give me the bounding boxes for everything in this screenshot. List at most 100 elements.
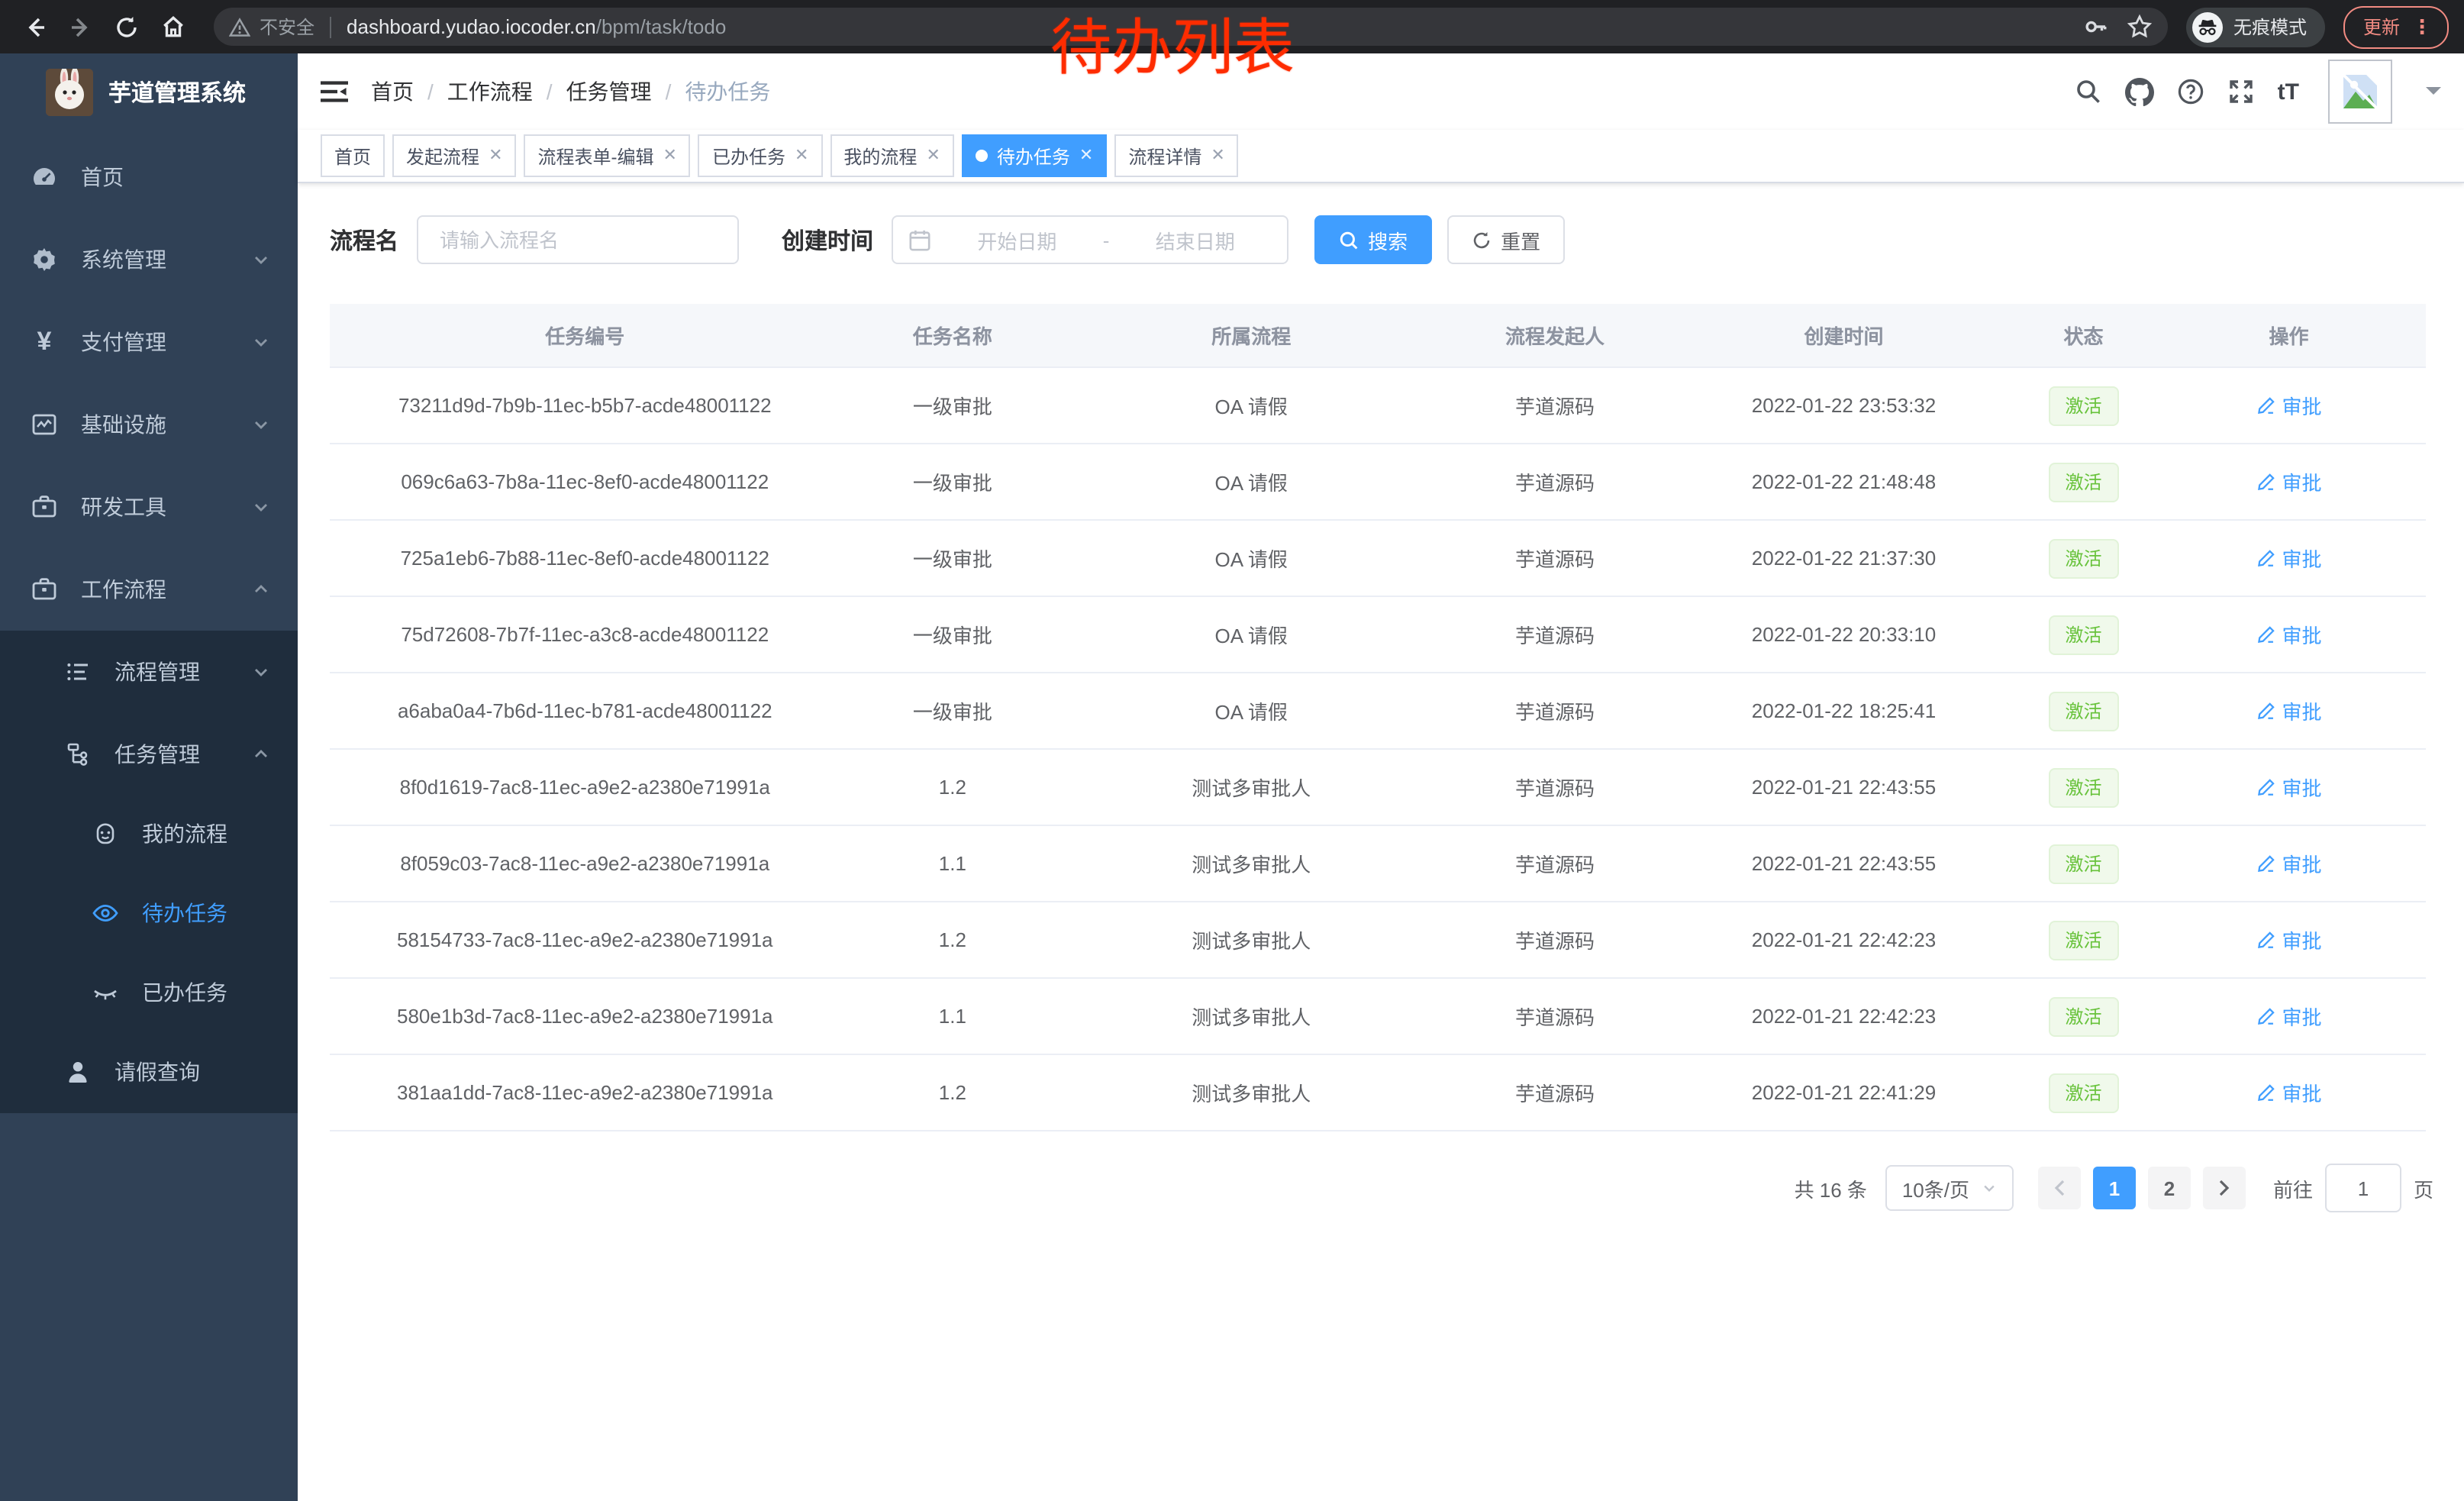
page-button-1[interactable]: 1 xyxy=(2092,1167,2136,1209)
fullscreen-icon[interactable] xyxy=(2227,78,2255,105)
tab-todo-tasks[interactable]: 待办任务 ✕ xyxy=(961,134,1108,177)
avatar[interactable] xyxy=(2328,60,2392,124)
tab-my-process[interactable]: 我的流程 ✕ xyxy=(830,134,954,177)
reload-icon[interactable] xyxy=(107,7,147,47)
tab-done-tasks[interactable]: 已办任务 ✕ xyxy=(698,134,823,177)
help-icon[interactable] xyxy=(2177,78,2204,105)
edit-icon xyxy=(2257,855,2275,872)
sidebar-item-devtools[interactable]: 研发工具 xyxy=(0,466,298,548)
cell-id: 73211d9d-7b9b-11ec-b5b7-acde48001122 xyxy=(398,394,772,417)
sidebar-item-workflow[interactable]: 工作流程 xyxy=(0,548,298,631)
cell-process: 测试多审批人 xyxy=(1192,930,1311,953)
chevron-down-icon xyxy=(1984,1185,1995,1192)
main-area: 首页 / 工作流程 / 任务管理 / 待办任务 tT xyxy=(298,53,2464,1501)
sidebar-item-leave-query[interactable]: 请假查询 xyxy=(0,1031,298,1113)
tab-start-process[interactable]: 发起流程 ✕ xyxy=(392,134,517,177)
date-range-picker[interactable]: 开始日期 - 结束日期 xyxy=(892,215,1289,264)
close-icon[interactable]: ✕ xyxy=(926,146,940,164)
cell-id: a6aba0a4-7b6d-11ec-b781-acde48001122 xyxy=(397,699,772,722)
prev-page-button[interactable] xyxy=(2037,1167,2081,1209)
cell-id: 58154733-7ac8-11ec-a9e2-a2380e71991a xyxy=(397,928,773,951)
close-icon[interactable]: ✕ xyxy=(489,146,503,164)
back-icon[interactable] xyxy=(15,7,55,47)
cell-name: 1.2 xyxy=(938,928,966,951)
next-page-button[interactable] xyxy=(2202,1167,2246,1209)
approve-link[interactable]: 审批 xyxy=(2256,467,2321,496)
github-icon[interactable] xyxy=(2124,77,2154,106)
cell-created: 2022-01-21 22:42:23 xyxy=(1751,928,1937,951)
tab-process-detail[interactable]: 流程详情 ✕ xyxy=(1114,134,1239,177)
workflow-submenu: 流程管理 任务管理 我的流程 待办任务 xyxy=(0,631,298,1113)
close-icon[interactable]: ✕ xyxy=(1211,146,1225,164)
start-date-placeholder[interactable]: 开始日期 xyxy=(977,230,1057,253)
approve-link[interactable]: 审批 xyxy=(2256,696,2321,725)
incognito-badge: 无痕模式 xyxy=(2185,7,2325,47)
forward-icon[interactable] xyxy=(61,7,101,47)
approve-link[interactable]: 审批 xyxy=(2256,620,2321,649)
search-button[interactable]: 搜索 xyxy=(1314,215,1433,264)
caret-down-icon[interactable] xyxy=(2424,86,2443,98)
create-time-label: 创建时间 xyxy=(782,228,874,254)
sidebar: 芋道管理系统 首页 系统管理 ¥ 支付管理 xyxy=(0,53,298,1501)
cell-process: 测试多审批人 xyxy=(1192,854,1311,876)
not-secure-warning-icon xyxy=(229,17,250,36)
approve-link[interactable]: 审批 xyxy=(2256,849,2321,878)
tab-process-form-edit[interactable]: 流程表单-编辑 ✕ xyxy=(524,134,691,177)
process-name-input[interactable] xyxy=(417,215,740,264)
table-row: 58154733-7ac8-11ec-a9e2-a2380e71991a 1.2 测… xyxy=(330,902,2426,979)
sidebar-item-todo-tasks[interactable]: 待办任务 xyxy=(0,872,298,954)
cell-starter: 芋道源码 xyxy=(1515,701,1595,724)
cell-starter: 芋道源码 xyxy=(1515,777,1595,800)
sidebar-item-process-mgmt[interactable]: 流程管理 xyxy=(0,631,298,713)
close-icon[interactable]: ✕ xyxy=(663,146,677,164)
sidebar-item-infra[interactable]: 基础设施 xyxy=(0,383,298,466)
home-icon[interactable] xyxy=(153,7,192,47)
reset-button[interactable]: 重置 xyxy=(1447,215,1566,264)
toolbox-icon xyxy=(32,495,56,518)
font-size-icon[interactable]: tT xyxy=(2277,79,2299,105)
breadcrumb-home[interactable]: 首页 xyxy=(371,79,414,104)
sidebar-item-done-tasks[interactable]: 已办任务 xyxy=(0,954,298,1031)
sidebar-item-system[interactable]: 系统管理 xyxy=(0,218,298,301)
list-icon xyxy=(67,663,88,680)
approve-link[interactable]: 审批 xyxy=(2256,925,2321,954)
approve-link[interactable]: 审批 xyxy=(2256,773,2321,802)
page-button-2[interactable]: 2 xyxy=(2147,1167,2191,1209)
collapse-sidebar-icon[interactable] xyxy=(319,76,350,107)
table-header-row: 任务编号 任务名称 所属流程 流程发起人 创建时间 状态 操作 xyxy=(330,304,2426,368)
app-title: 芋道管理系统 xyxy=(108,80,247,106)
sidebar-item-home[interactable]: 首页 xyxy=(0,136,298,218)
status-badge: 激活 xyxy=(2048,844,2119,883)
page-size-select[interactable]: 10条/页 xyxy=(1885,1165,2014,1211)
table-body: 73211d9d-7b9b-11ec-b5b7-acde48001122 一级审批… xyxy=(330,368,2426,1131)
browser-menu-icon[interactable]: ⋮ xyxy=(2412,15,2432,38)
page-unit-label: 页 xyxy=(2413,1178,2433,1201)
breadcrumb-workflow[interactable]: 工作流程 xyxy=(447,79,533,104)
update-button[interactable]: 更新 ⋮ xyxy=(2343,5,2449,48)
close-icon[interactable]: ✕ xyxy=(794,146,809,164)
goto-page-input[interactable] xyxy=(2324,1164,2401,1212)
update-label: 更新 xyxy=(2362,17,2400,38)
col-created: 创建时间 xyxy=(1804,325,1884,348)
cell-name: 一级审批 xyxy=(912,701,992,724)
search-icon xyxy=(1340,231,1358,249)
bookmark-star-icon[interactable] xyxy=(2127,14,2153,40)
end-date-placeholder[interactable]: 结束日期 xyxy=(1155,230,1235,253)
app-logo-row[interactable]: 芋道管理系统 xyxy=(0,53,298,130)
breadcrumb-task-mgmt[interactable]: 任务管理 xyxy=(566,79,652,104)
tab-home[interactable]: 首页 xyxy=(321,134,385,177)
chevron-down-icon xyxy=(255,669,267,676)
tags-view-bar: 首页 发起流程 ✕ 流程表单-编辑 ✕ 已办任务 ✕ 我的流程 ✕ 待办任务 ✕ 流程详情… xyxy=(298,130,2464,183)
cell-id: 725a1eb6-7b88-11ec-8ef0-acde48001122 xyxy=(400,547,769,570)
passkey-icon[interactable] xyxy=(2082,14,2108,40)
approve-link[interactable]: 审批 xyxy=(2256,1002,2321,1031)
approve-link[interactable]: 审批 xyxy=(2256,544,2321,573)
approve-link[interactable]: 审批 xyxy=(2256,1078,2321,1107)
close-icon[interactable]: ✕ xyxy=(1079,146,1094,164)
sidebar-item-payment[interactable]: ¥ 支付管理 xyxy=(0,301,298,383)
sidebar-item-my-process[interactable]: 我的流程 xyxy=(0,796,298,872)
search-icon[interactable] xyxy=(2075,78,2102,105)
sidebar-item-task-mgmt[interactable]: 任务管理 xyxy=(0,713,298,796)
address-bar[interactable]: 不安全 dashboard.yudao.iocoder.cn/bpm/task/… xyxy=(214,8,2168,46)
approve-link[interactable]: 审批 xyxy=(2256,391,2321,420)
